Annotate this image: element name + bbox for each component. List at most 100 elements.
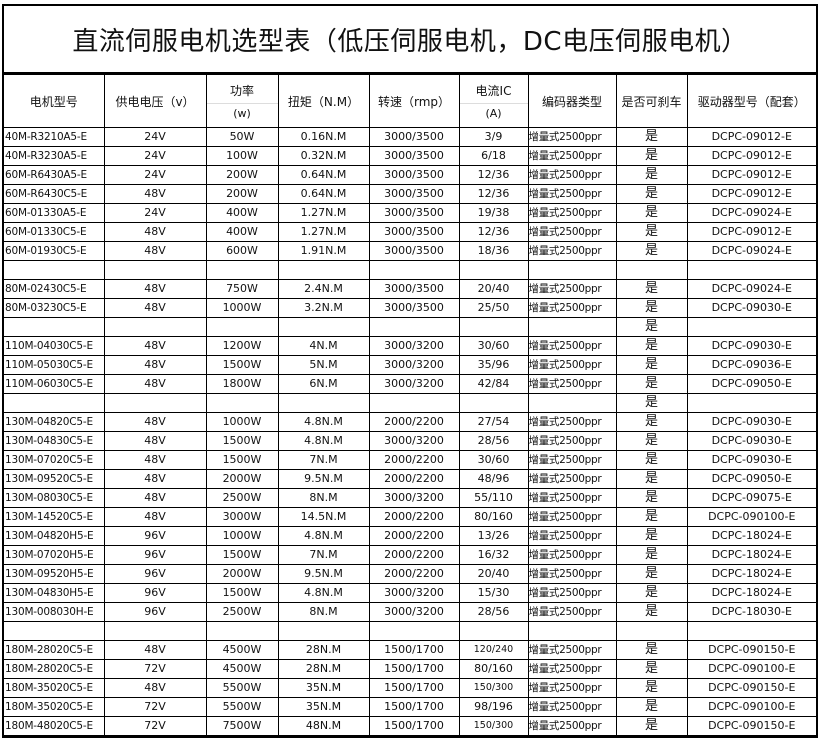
header-label: 编码器类型 — [541, 94, 602, 109]
cell-power: 5500W — [205, 697, 279, 717]
cell-torque: 3.2N.M — [277, 298, 370, 318]
cell-motor-model: 40M-R3210A5-E — [4, 127, 105, 147]
cell-driver-model: DCPC-090100-E — [686, 507, 816, 527]
motor-selection-table: 电机型号 供电电压（v） 功率 (w) 扭矩（N.M） 转速（rmp） 电流IC (A) 编码器… — [4, 74, 816, 736]
header-motor-model: 电机型号 — [4, 74, 105, 128]
cell-torque: 35N.M — [277, 678, 370, 698]
cell-supply-voltage: 72V — [103, 697, 207, 717]
cell-supply-voltage: 48V — [103, 450, 207, 470]
cell-current: 6/18 — [458, 146, 529, 166]
cell-power: 2000W — [205, 564, 279, 584]
cell-driver-model: DCPC-09036-E — [686, 355, 816, 375]
header-label: 供电电压（v） — [115, 94, 195, 109]
cell-current: 20/40 — [458, 564, 529, 584]
cell-current: 16/32 — [458, 545, 529, 565]
cell-encoder-type: 增量式2500ppr — [527, 279, 617, 299]
cell-power — [205, 317, 279, 337]
cell-supply-voltage: 48V — [103, 431, 207, 451]
cell-supply-voltage: 96V — [103, 583, 207, 603]
cell-power: 200W — [205, 184, 279, 204]
cell-brake: 是 — [615, 241, 688, 261]
cell-power: 750W — [205, 279, 279, 299]
cell-current — [458, 260, 529, 280]
cell-torque: 1.27N.M — [277, 222, 370, 242]
cell-power: 1000W — [205, 298, 279, 318]
cell-supply-voltage: 96V — [103, 602, 207, 622]
cell-supply-voltage — [103, 260, 207, 280]
cell-speed: 1500/1700 — [368, 697, 460, 717]
cell-brake: 是 — [615, 336, 688, 356]
cell-encoder-type: 增量式2500ppr — [527, 146, 617, 166]
cell-power: 200W — [205, 165, 279, 185]
cell-torque: 7N.M — [277, 450, 370, 470]
cell-speed: 3000/3200 — [368, 374, 460, 394]
cell-brake: 是 — [615, 659, 688, 679]
cell-brake: 是 — [615, 697, 688, 717]
cell-brake: 是 — [615, 602, 688, 622]
cell-driver-model: DCPC-09075-E — [686, 488, 816, 508]
cell-torque: 0.64N.M — [277, 184, 370, 204]
cell-supply-voltage: 96V — [103, 545, 207, 565]
cell-motor-model: 130M-08030C5-E — [4, 488, 105, 508]
cell-motor-model — [4, 317, 105, 337]
cell-torque: 4.8N.M — [277, 431, 370, 451]
cell-encoder-type: 增量式2500ppr — [527, 602, 617, 622]
cell-speed: 2000/2200 — [368, 412, 460, 432]
cell-current: 80/160 — [458, 507, 529, 527]
cell-driver-model: DCPC-09030-E — [686, 298, 816, 318]
cell-supply-voltage: 48V — [103, 412, 207, 432]
cell-encoder-type: 增量式2500ppr — [527, 412, 617, 432]
cell-supply-voltage: 48V — [103, 469, 207, 489]
cell-brake: 是 — [615, 355, 688, 375]
cell-driver-model: DCPC-09012-E — [686, 165, 816, 185]
cell-driver-model: DCPC-090150-E — [686, 716, 816, 736]
cell-speed: 3000/3500 — [368, 165, 460, 185]
cell-motor-model: 180M-35020C5-E — [4, 678, 105, 698]
table-body: 40M-R3210A5-E 24V 50W 0.16N.M 3000/3500 3/9 增量… — [4, 127, 816, 736]
cell-current: 19/38 — [458, 203, 529, 223]
cell-encoder-type: 增量式2500ppr — [527, 336, 617, 356]
cell-supply-voltage: 48V — [103, 298, 207, 318]
header-label: 扭矩（N.M） — [287, 94, 360, 109]
cell-current: 15/30 — [458, 583, 529, 603]
cell-current: 12/36 — [458, 184, 529, 204]
cell-supply-voltage: 24V — [103, 146, 207, 166]
cell-current: 150/300 — [458, 678, 529, 698]
cell-encoder-type — [527, 317, 617, 337]
cell-speed — [368, 393, 460, 413]
cell-supply-voltage — [103, 317, 207, 337]
cell-motor-model: 130M-04820C5-E — [4, 412, 105, 432]
cell-motor-model: 130M-04820H5-E — [4, 526, 105, 546]
cell-motor-model: 60M-01930C5-E — [4, 241, 105, 261]
cell-supply-voltage: 48V — [103, 279, 207, 299]
cell-current: 12/36 — [458, 222, 529, 242]
cell-power: 2500W — [205, 602, 279, 622]
cell-torque: 4.8N.M — [277, 526, 370, 546]
cell-current: 12/36 — [458, 165, 529, 185]
cell-brake: 是 — [615, 393, 688, 413]
table-row: 130M-04830H5-E 96V 1500W 4.8N.M 3000/3200 15/… — [4, 583, 816, 603]
cell-encoder-type: 增量式2500ppr — [527, 374, 617, 394]
cell-supply-voltage: 96V — [103, 526, 207, 546]
cell-driver-model: DCPC-090150-E — [686, 678, 816, 698]
cell-speed — [368, 260, 460, 280]
cell-motor-model: 60M-R6430C5-E — [4, 184, 105, 204]
selection-sheet: 直流伺服电机选型表（低压伺服电机，DC电压伺服电机） 电机型号 供电电压（v） 功率… — [2, 4, 818, 738]
cell-power: 1500W — [205, 583, 279, 603]
cell-brake: 是 — [615, 564, 688, 584]
cell-power: 7500W — [205, 716, 279, 736]
cell-driver-model: DCPC-18024-E — [686, 526, 816, 546]
cell-torque: 7N.M — [277, 545, 370, 565]
cell-brake: 是 — [615, 431, 688, 451]
cell-driver-model — [686, 393, 816, 413]
cell-speed: 3000/3500 — [368, 127, 460, 147]
cell-driver-model: DCPC-09012-E — [686, 146, 816, 166]
cell-torque: 0.32N.M — [277, 146, 370, 166]
table-row: 130M-08030C5-E 48V 2500W 8N.M 3000/3200 55/11… — [4, 488, 816, 508]
table-row: 180M-28020C5-E 48V 4500W 28N.M 1500/1700 120/… — [4, 640, 816, 660]
cell-motor-model: 80M-02430C5-E — [4, 279, 105, 299]
cell-brake: 是 — [615, 184, 688, 204]
cell-power: 400W — [205, 222, 279, 242]
cell-encoder-type: 增量式2500ppr — [527, 659, 617, 679]
cell-speed: 1500/1700 — [368, 659, 460, 679]
